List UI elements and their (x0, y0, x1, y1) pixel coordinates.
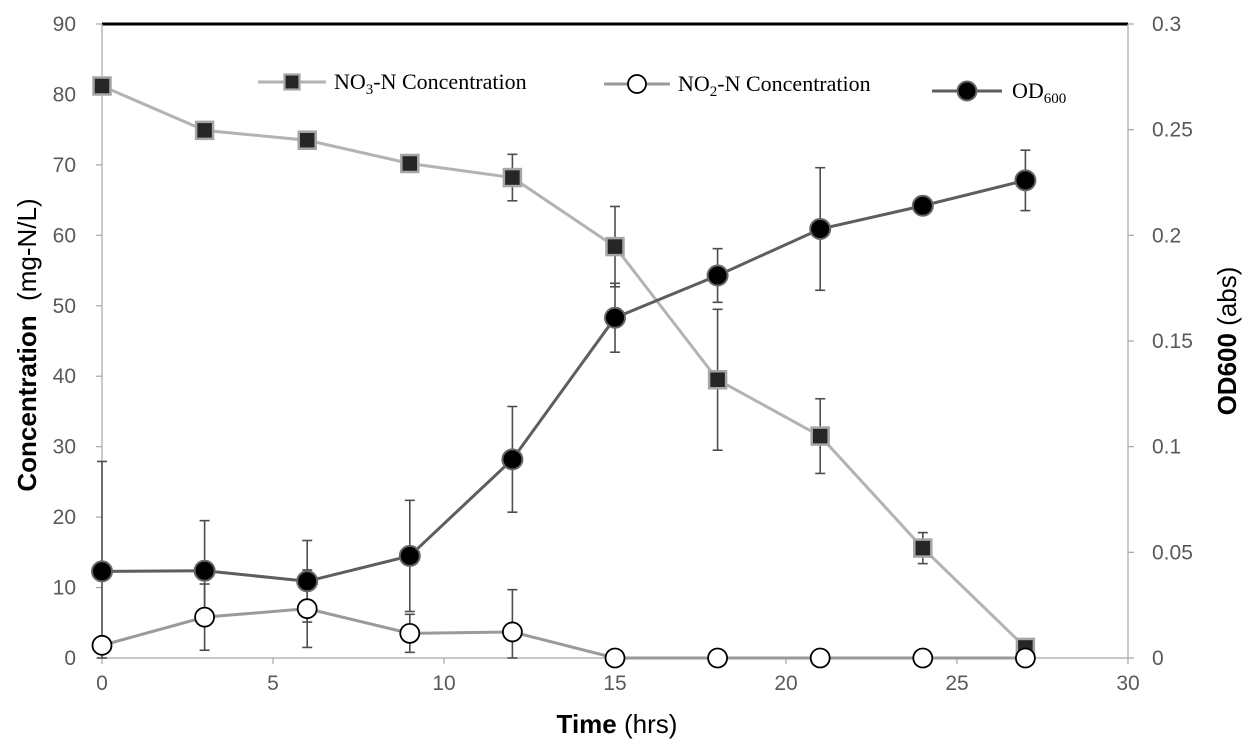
legend-label-rest: -N Concentration (717, 71, 870, 96)
right-y-tick-label: 0.3 (1152, 13, 1181, 36)
data-point-no2 (194, 606, 216, 628)
x-axis-title: Time (hrs) (557, 709, 678, 739)
legend-label-main: NO (678, 71, 710, 96)
series-layer (91, 76, 1037, 669)
legend-label-subscript: 2 (710, 84, 718, 100)
left-y-tick-label: 40 (53, 365, 76, 388)
legend-item-od: OD600 (932, 78, 1066, 107)
left-y-tick-label: 0 (64, 647, 76, 670)
right-y-tick-label: 0.2 (1152, 224, 1181, 247)
data-point-od (91, 560, 113, 583)
legend: NO3-N Concentration NO2-N Concentration OD… (258, 69, 1066, 107)
x-axis-title-main: Time (557, 709, 617, 739)
series-line-no3 (101, 84, 1027, 649)
data-point-no3 (707, 369, 728, 390)
data-point-od (1014, 169, 1037, 192)
data-point-od (296, 570, 319, 593)
data-point-no3 (502, 167, 523, 188)
x-tick-label: 15 (603, 672, 626, 695)
left-y-tick-label: 70 (53, 154, 76, 177)
data-point-no3 (92, 76, 112, 96)
x-tick-label: 10 (432, 672, 455, 695)
legend-item-no3: NO3-N Concentration (258, 69, 527, 98)
markers-od (91, 169, 1037, 593)
left-y-axis-title-unit: (mg-N/L) (12, 198, 42, 315)
series-line-od (101, 178, 1026, 583)
left-y-tick-label: 30 (53, 436, 76, 459)
series-line-no2 (101, 607, 1026, 660)
data-point-no3 (297, 130, 317, 150)
legend-marker-filled-circle (956, 80, 978, 102)
right-y-tick-label: 0.15 (1152, 330, 1193, 353)
x-tick-label: 5 (267, 672, 279, 695)
x-axis-ticks: 0 5 10 15 20 25 30 (96, 658, 1140, 695)
left-y-tick-label: 80 (53, 83, 76, 106)
legend-label-no3: NO3-N Concentration (334, 69, 527, 98)
right-y-axis-title: OD600 (abs) (1212, 267, 1242, 416)
data-point-no3 (605, 236, 625, 257)
legend-label-no2: NO2-N Concentration (678, 71, 871, 100)
data-point-no3 (400, 153, 420, 174)
legend-label-subscript: 600 (1044, 91, 1067, 107)
data-point-no3 (810, 426, 830, 446)
x-tick-label: 30 (1116, 672, 1139, 695)
data-point-od (193, 559, 216, 582)
right-y-tick-label: 0.1 (1152, 436, 1181, 459)
data-point-no2 (502, 621, 523, 643)
x-tick-label: 25 (945, 672, 968, 695)
data-point-no2 (809, 647, 831, 669)
x-tick-label: 0 (96, 672, 108, 695)
legend-label-main: OD (1012, 78, 1044, 103)
markers-no3 (92, 76, 1036, 658)
left-y-tick-label: 20 (53, 506, 76, 529)
right-y-tick-label: 0.25 (1152, 119, 1193, 142)
legend-label-main: NO (334, 69, 366, 94)
left-y-axis-title-main: Concentration (12, 315, 42, 491)
left-y-tick-label: 90 (53, 13, 76, 36)
data-point-no2 (399, 622, 421, 644)
data-point-no2 (1015, 647, 1036, 669)
data-point-od (604, 306, 626, 329)
data-point-no2 (604, 647, 626, 669)
x-tick-label: 20 (774, 672, 797, 695)
data-point-no2 (296, 598, 318, 620)
data-point-no3 (194, 120, 215, 141)
series-no2 (101, 569, 1026, 660)
data-point-no2 (91, 634, 113, 656)
markers-no2 (91, 598, 1036, 669)
data-point-no2 (912, 647, 934, 669)
right-y-axis-title-unit: (abs) (1212, 267, 1242, 333)
right-y-axis-ticks: 0 0.05 0.1 0.15 0.2 0.25 0.3 (1128, 13, 1193, 670)
legend-item-no2: NO2-N Concentration (604, 71, 871, 100)
legend-label-od: OD600 (1012, 78, 1066, 107)
left-y-tick-label: 60 (53, 224, 76, 247)
legend-label-subscript: 3 (366, 82, 374, 98)
legend-marker-open-circle (627, 74, 647, 94)
data-point-od (911, 194, 934, 217)
series-od (97, 149, 1031, 659)
data-point-od (706, 264, 729, 287)
data-point-no2 (707, 647, 728, 669)
legend-marker-square (283, 73, 301, 91)
left-y-axis-ticks: 0 10 20 30 40 50 60 70 80 90 (53, 13, 102, 670)
left-y-tick-label: 10 (53, 577, 76, 600)
right-y-tick-label: 0.05 (1152, 541, 1193, 564)
data-point-no3 (913, 538, 933, 558)
right-y-axis-title-main: OD600 (1212, 333, 1242, 415)
legend-label-rest: -N Concentration (373, 69, 526, 94)
left-y-tick-label: 50 (53, 295, 76, 318)
x-axis-title-unit: (hrs) (617, 709, 678, 739)
series-no3 (101, 84, 1031, 656)
right-y-tick-label: 0 (1152, 647, 1164, 670)
left-y-axis-title: Concentration (mg-N/L) (12, 198, 42, 491)
data-point-od (809, 217, 832, 240)
data-point-od (501, 448, 524, 471)
data-point-od (398, 544, 421, 567)
